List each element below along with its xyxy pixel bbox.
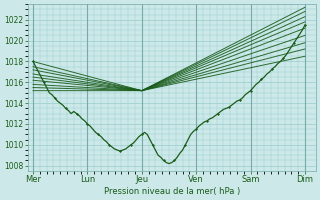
X-axis label: Pression niveau de la mer( hPa ): Pression niveau de la mer( hPa ) [104,187,240,196]
